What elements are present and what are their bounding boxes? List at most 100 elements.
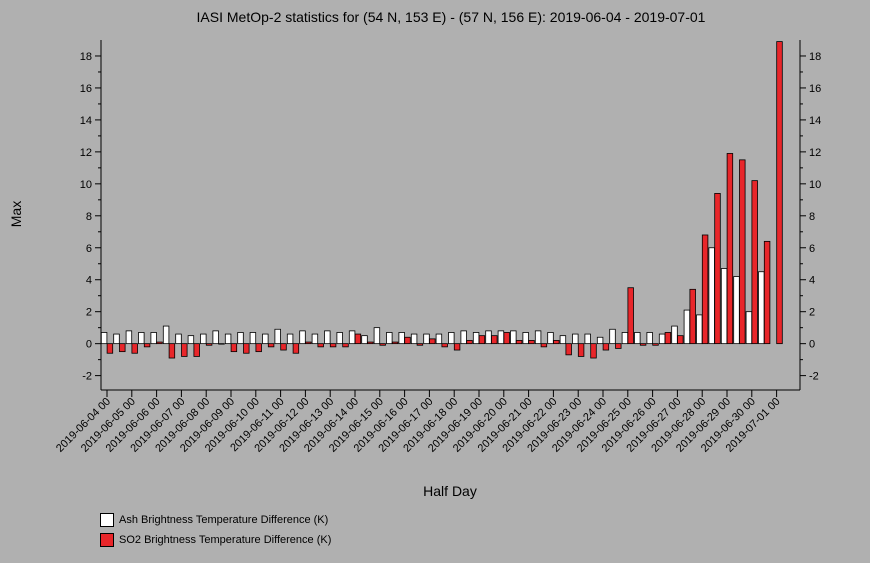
ash-bar bbox=[547, 332, 554, 345]
so2-bar bbox=[416, 343, 424, 346]
so2-bar bbox=[193, 343, 200, 357]
ash-bar bbox=[609, 328, 616, 345]
so2-bar bbox=[354, 333, 362, 345]
ash-bar bbox=[274, 328, 281, 345]
so2-bar bbox=[639, 343, 647, 346]
so2-bar bbox=[280, 343, 287, 351]
so2-bar bbox=[441, 343, 448, 348]
ash-bar bbox=[324, 330, 331, 345]
y-tick-label-right: 14 bbox=[809, 115, 821, 127]
so2-bar bbox=[205, 343, 213, 346]
ash-bar bbox=[113, 333, 120, 345]
so2-bar bbox=[453, 343, 461, 351]
so2-bar bbox=[627, 287, 634, 345]
ash-bar bbox=[596, 336, 604, 345]
ash-bar bbox=[286, 333, 294, 345]
so2-bar bbox=[739, 159, 746, 345]
so2-bar bbox=[143, 343, 151, 348]
so2-bar bbox=[602, 343, 610, 351]
legend-label-so2: SO2 Brightness Temperature Difference (K… bbox=[119, 534, 332, 546]
legend-swatch-so2 bbox=[100, 533, 114, 547]
so2-bar bbox=[429, 338, 436, 345]
ash-bar bbox=[187, 335, 195, 345]
ash-bar bbox=[125, 330, 133, 345]
ash-bar bbox=[621, 332, 629, 345]
so2-bar bbox=[776, 41, 783, 345]
so2-bar bbox=[119, 343, 126, 353]
so2-bar bbox=[577, 343, 585, 357]
legend-label-ash: Ash Brightness Temperature Difference (K… bbox=[119, 514, 329, 526]
ash-bar bbox=[634, 332, 641, 345]
ash-bar bbox=[410, 333, 418, 345]
so2-bar bbox=[342, 343, 349, 348]
ash-bar bbox=[646, 332, 653, 345]
ash-bar bbox=[361, 335, 368, 345]
ash-bar bbox=[758, 271, 765, 345]
so2-bar bbox=[292, 343, 300, 354]
ash-bar bbox=[336, 332, 343, 345]
so2-bar bbox=[305, 341, 312, 345]
ash-bar bbox=[150, 332, 157, 345]
y-tick-label-right: 6 bbox=[809, 243, 815, 255]
x-axis-label: Half Day bbox=[423, 483, 477, 499]
y-tick-label-left: -2 bbox=[82, 371, 92, 383]
so2-bar bbox=[168, 343, 176, 359]
ash-bar bbox=[249, 332, 257, 345]
so2-bar bbox=[466, 340, 473, 345]
so2-bar bbox=[255, 343, 262, 353]
ash-bar bbox=[696, 314, 703, 345]
ash-bar bbox=[386, 332, 393, 345]
so2-bar bbox=[329, 343, 337, 348]
so2-bar bbox=[367, 341, 374, 345]
so2-bar bbox=[615, 343, 622, 349]
y-tick-label-left: 2 bbox=[86, 307, 92, 319]
y-tick-label-left: 10 bbox=[80, 179, 92, 191]
so2-bar bbox=[553, 340, 560, 345]
so2-bar bbox=[391, 341, 399, 345]
so2-bar bbox=[677, 335, 684, 345]
ash-bar bbox=[510, 330, 517, 345]
y-tick-label-left: 16 bbox=[80, 83, 92, 95]
y-tick-label-right: 12 bbox=[809, 147, 821, 159]
so2-bar bbox=[714, 193, 721, 345]
so2-bar bbox=[379, 343, 386, 346]
so2-bar bbox=[751, 180, 758, 345]
y-axis-label: Max bbox=[8, 200, 24, 228]
so2-bar bbox=[652, 343, 659, 346]
ash-bar bbox=[212, 330, 219, 345]
so2-bar bbox=[317, 343, 324, 348]
ash-bar bbox=[559, 335, 567, 345]
ash-bar bbox=[448, 332, 455, 345]
ash-bar bbox=[720, 268, 728, 345]
ash-bar bbox=[671, 325, 678, 345]
ash-bar bbox=[162, 325, 170, 345]
so2-bar bbox=[404, 336, 411, 345]
so2-bar bbox=[763, 240, 771, 345]
so2-bar bbox=[230, 343, 238, 353]
y-tick-label-right: -2 bbox=[809, 371, 819, 383]
ash-bar bbox=[497, 330, 505, 345]
so2-bar bbox=[565, 343, 572, 356]
ash-bar bbox=[299, 330, 306, 345]
so2-bar bbox=[701, 234, 709, 345]
ash-bar bbox=[683, 309, 691, 345]
chart-title: IASI MetOp-2 statistics for (54 N, 153 E… bbox=[196, 9, 706, 25]
so2-bar bbox=[181, 343, 188, 357]
y-tick-label-left: 12 bbox=[80, 147, 92, 159]
y-tick-label-left: 18 bbox=[80, 51, 92, 63]
ash-bar bbox=[138, 332, 145, 345]
y-tick-label-right: 18 bbox=[809, 51, 821, 63]
legend-swatch-ash bbox=[100, 513, 114, 527]
so2-bar bbox=[515, 340, 523, 345]
y-tick-label-right: 10 bbox=[809, 179, 821, 191]
ash-bar bbox=[658, 333, 666, 345]
so2-bar bbox=[267, 343, 275, 348]
ash-bar bbox=[572, 333, 579, 345]
ash-bar bbox=[733, 276, 740, 345]
so2-bar bbox=[478, 335, 486, 345]
ash-bar bbox=[485, 330, 492, 345]
y-tick-label-right: 8 bbox=[809, 211, 815, 223]
ash-bar bbox=[262, 333, 269, 345]
so2-bar bbox=[218, 343, 225, 345]
